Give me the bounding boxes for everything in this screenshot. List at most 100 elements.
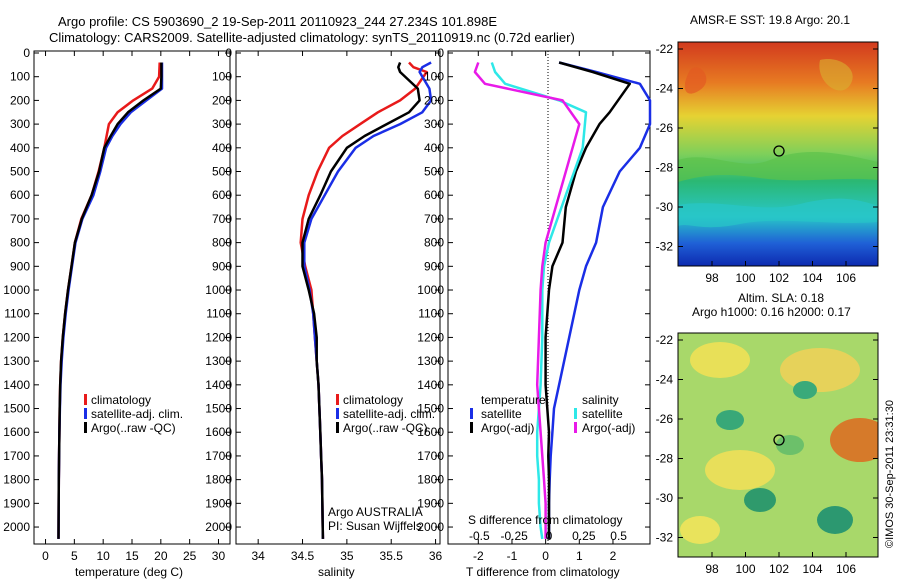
depth-tick-label: 0 (437, 46, 444, 60)
lon-tick-label: 102 (769, 562, 789, 576)
sla-map-panel: Altim. SLA: 0.18 Argo h1000: 0.16 h2000:… (656, 291, 879, 576)
s-difference-label: S difference from climatology (468, 513, 623, 527)
depth-tick-label: 300 (424, 117, 444, 131)
temperature-panel: 0 5 10 15 20 25 30 0 100 200 300 400 500 600 700 800 90… (3, 46, 231, 579)
x-tick-label: 35 (340, 549, 354, 563)
lat-tick-label: -22 (656, 42, 674, 56)
header-line-1: Argo profile: CS 5903690_2 19-Sep-2011 2… (58, 14, 497, 29)
depth-tick-label: 0 (225, 46, 232, 60)
depth-tick-label: 1100 (206, 307, 232, 321)
depth-tick-label: 700 (10, 212, 30, 226)
lat-tick-label: -28 (656, 161, 674, 175)
depth-tick-label: 100 (212, 70, 232, 84)
lon-tick-label: 102 (769, 271, 789, 285)
depth-tick-label: 400 (424, 141, 444, 155)
series-line-argo-raw-qc- (301, 62, 421, 539)
salinity-note-pi: PI: Susan Wijffels (328, 519, 422, 533)
legend-climatology-swatch (336, 394, 339, 405)
salinity-legend: climatology satellite-adj. clim. Argo(..… (336, 393, 435, 435)
argo-location-marker (773, 145, 785, 157)
depth-tick-label: 600 (424, 188, 444, 202)
depth-tick-label: 1200 (205, 330, 232, 344)
temperature-xlabel: temperature (deg C) (75, 565, 183, 579)
depth-tick-label: 1400 (205, 378, 232, 392)
lon-tick-label: 106 (836, 562, 856, 576)
depth-tick-label: 1700 (417, 449, 444, 463)
depth-tick-label: 700 (212, 212, 232, 226)
depth-tick-label: 500 (424, 165, 444, 179)
salinity-axes-box (235, 50, 441, 545)
legend-sal-satellite-swatch (574, 408, 577, 419)
depth-tick-label: 500 (10, 165, 30, 179)
legend-argo-label: Argo(..raw -QC) (343, 421, 428, 435)
legend-temp-argo-swatch (470, 422, 473, 433)
depth-tick-label: 1900 (205, 496, 232, 510)
salinity-panel: 34 34.5 35 35.5 36 0100200300400500600700800… (205, 46, 442, 579)
depth-tick-label: 1300 (417, 354, 444, 368)
legend-climatology-label: climatology (343, 393, 403, 407)
x-tick-label: 5 (71, 549, 78, 563)
temperature-legend: climatology satellite-adj. clim. Argo(..… (84, 393, 183, 435)
depth-tick-label: 200 (424, 93, 444, 107)
lat-tick-label: -32 (656, 531, 674, 545)
temperature-axes-box (33, 50, 231, 545)
lat-tick-label: -32 (656, 240, 674, 254)
lat-tick-label: -30 (656, 491, 674, 505)
depth-tick-label: 800 (424, 236, 444, 250)
lat-tick-label: -28 (656, 452, 674, 466)
x-tick-label: 34 (251, 549, 265, 563)
x-tick-label: 1 (576, 549, 583, 563)
legend-satellite-label: satellite-adj. clim. (91, 407, 183, 421)
sst-map-panel: AMSR-E SST: 19.8 Argo: 20.1 -22 -24 -26 -28… (656, 13, 879, 285)
x-tick-label: 36 (429, 549, 443, 563)
t-difference-xlabel: T difference from climatology (466, 565, 620, 579)
depth-tick-label: 800 (212, 236, 232, 250)
legend-sal-satellite-label: satellite (582, 407, 623, 421)
s-difference-tick-label: -0.25 (500, 529, 528, 543)
depth-tick-label: 1300 (3, 354, 30, 368)
lat-tick-label: -26 (656, 121, 674, 135)
s-difference-tick-label: 0.5 (610, 529, 627, 543)
depth-tick-label: 100 (10, 70, 30, 84)
legend-argo-swatch (336, 422, 339, 433)
sst-map-title: AMSR-E SST: 19.8 Argo: 20.1 (690, 13, 850, 27)
lat-tick-label: -22 (656, 333, 674, 347)
lon-tick-label: 98 (705, 562, 719, 576)
depth-tick-label: 2000 (3, 520, 30, 534)
depth-tick-label: 600 (10, 188, 30, 202)
depth-tick-label: 1700 (3, 449, 30, 463)
x-tick-label: 30 (212, 549, 226, 563)
sla-map-title-2: Argo h1000: 0.16 h2000: 0.17 (692, 305, 851, 319)
depth-tick-label: 1300 (205, 354, 232, 368)
depth-tick-label: 1900 (3, 496, 30, 510)
depth-tick-label: 0 (23, 46, 30, 60)
x-tick-label: 2 (610, 549, 617, 563)
legend-satellite-swatch (84, 408, 87, 419)
depth-tick-label: 900 (212, 259, 232, 273)
sla-map-title-1: Altim. SLA: 0.18 (738, 291, 824, 305)
difference-panel: -2 -1 0 1 2 0 100 200 300 400 500 600 700 800 900 1000… (417, 46, 652, 579)
x-tick-label: -1 (507, 549, 518, 563)
x-tick-label: 35.5 (380, 549, 404, 563)
lon-tick-label: 100 (735, 271, 755, 285)
depth-tick-label: 300 (212, 117, 232, 131)
legend-sal-argo-swatch (574, 422, 577, 433)
legend-temp-satellite-swatch (470, 408, 473, 419)
depth-tick-label: 1500 (205, 402, 232, 416)
series-line-salinity-argo-adj- (473, 62, 581, 539)
depth-tick-label: 1100 (4, 307, 30, 321)
depth-tick-label: 800 (10, 236, 30, 250)
salinity-note-program: Argo AUSTRALIA (328, 505, 423, 519)
legend-satellite-label: satellite-adj. clim. (343, 407, 435, 421)
depth-tick-label: 2000 (205, 520, 232, 534)
x-tick-label: 0 (42, 549, 49, 563)
sla-map-image (678, 333, 878, 557)
lat-tick-label: -24 (656, 373, 674, 387)
depth-tick-label: 1500 (3, 402, 30, 416)
legend-argo-label: Argo(..raw -QC) (91, 421, 176, 435)
depth-tick-label: 2000 (417, 520, 444, 534)
x-tick-label: 0 (542, 549, 549, 563)
sst-map-image (678, 42, 878, 266)
